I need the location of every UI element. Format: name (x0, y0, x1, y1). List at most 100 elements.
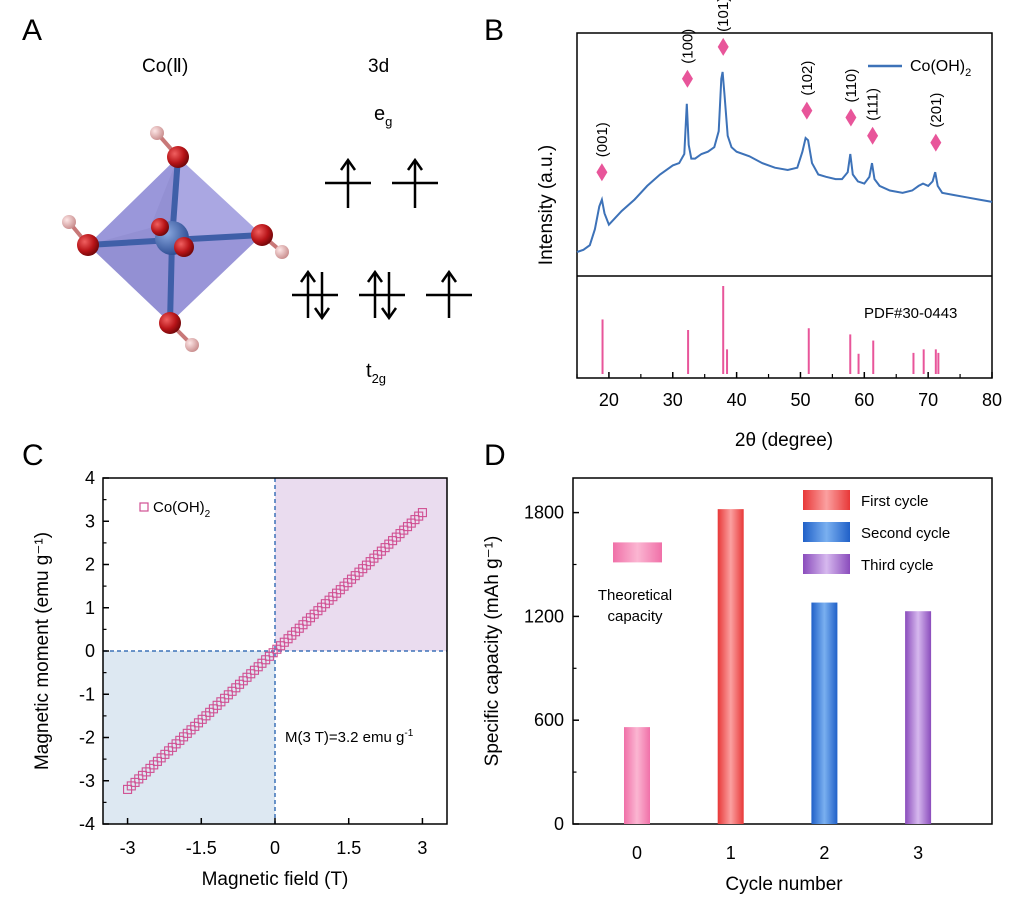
o-atom-back (151, 218, 169, 236)
capacity-bar-1 (717, 509, 744, 824)
xrd-legend-sub: 2 (965, 67, 971, 79)
capacity-x-tick-label-0: 0 (632, 843, 642, 863)
capacity-y-tick-label-1: 600 (534, 710, 564, 730)
t2g-electron-down-1-head (380, 307, 398, 321)
octa-face-back (88, 157, 178, 245)
magnetic-x-tick-label-1: -1.5 (186, 838, 217, 858)
magnetic-y-tick-label-3: -1 (79, 684, 95, 704)
o-atom-bottom (159, 312, 181, 334)
t2g-electron-up-1-head (366, 269, 384, 283)
eg-main: e (374, 103, 385, 125)
magnetic-y-tick-label-1: -3 (79, 771, 95, 791)
peak-marker-6 (930, 133, 942, 152)
magnetization-annotation: M(3 T)=3.2 emu g-1 (285, 728, 414, 746)
xrd-x-tick-label-5: 70 (918, 390, 938, 410)
capacity-bar-0 (624, 727, 650, 824)
magnetic-y-axis-label: Magnetic moment (emu g⁻¹) (32, 532, 53, 770)
panel-b-label: B (484, 14, 504, 47)
theoretical-label-line1: Theoretical (598, 587, 672, 604)
magnetic-y-tick-label-4: 0 (85, 641, 95, 661)
xrd-x-tick-label-3: 50 (790, 390, 810, 410)
capacity-ticks: 0 1 2 3 0 600 1200 1800 (524, 503, 923, 863)
octa-face-top-right (175, 157, 262, 240)
t2g-electron-2-head (440, 269, 458, 283)
peak-label-6: (201) (928, 93, 945, 128)
capacity-legend-label-0: First cycle (861, 493, 929, 510)
peak-label-0: (001) (594, 122, 611, 157)
panel-c-label: C (22, 439, 44, 472)
orbital-label: 3d (368, 56, 389, 77)
capacity-legend-swatch-2 (803, 554, 850, 574)
t2g-sub: 2g (372, 371, 386, 386)
capacity-legend-label-1: Second cycle (861, 525, 950, 542)
pdf-reference-label: PDF#30-0443 (864, 305, 957, 322)
xrd-x-tick-label-0: 20 (599, 390, 619, 410)
o-atom-top (167, 146, 189, 168)
xrd-x-tick-label-4: 60 (854, 390, 874, 410)
eg-electron-1-head (406, 157, 424, 171)
magnetic-x-axis-label: Magnetic field (T) (202, 869, 349, 890)
peak-marker-5 (867, 126, 879, 145)
magnetic-y-tick-label-5: 1 (85, 598, 95, 618)
theoretical-capacity-marker (613, 542, 662, 563)
magnetic-x-tick-label-0: -3 (120, 838, 136, 858)
xrd-peak-markers: (001) (100) (101) (102) (110) (111) (201) (594, 0, 945, 182)
magnetic-x-tick-label-2: 0 (270, 838, 280, 858)
h-atom-4 (185, 338, 199, 352)
capacity-legend-swatch-0 (803, 490, 850, 510)
panel-a-label: A (22, 14, 42, 47)
capacity-y-tick-label-0: 0 (554, 814, 564, 834)
t2g-electron-down-0-head (313, 307, 331, 321)
xrd-x-tick-label-2: 40 (727, 390, 747, 410)
co-oxidation-label: Co(Ⅱ) (142, 56, 188, 77)
magnetic-y-tick-label-6: 2 (85, 555, 95, 575)
peak-label-2: (101) (715, 0, 732, 32)
magnetic-y-tick-label-0: -4 (79, 814, 95, 834)
capacity-x-tick-label-2: 2 (819, 843, 829, 863)
t2g-label: t2g (366, 360, 386, 386)
t2g-electron-up-0-head (299, 269, 317, 283)
octahedron-molecule (62, 126, 289, 352)
eg-label: eg (374, 103, 392, 129)
magnetization-point-79 (417, 508, 427, 518)
magnetic-legend-sub: 2 (205, 509, 211, 520)
magnetic-ticks: -3 -1.5 0 1.5 3 -4 -3 -2 -1 0 1 2 3 4 (79, 468, 427, 858)
magnetization-points (123, 508, 427, 794)
t2g-main: t (366, 360, 372, 382)
capacity-x-tick-label-3: 3 (913, 843, 923, 863)
peak-marker-2 (717, 37, 729, 56)
h-atom-3 (275, 245, 289, 259)
capacity-bar-3 (905, 611, 932, 824)
capacity-bar-2 (811, 602, 838, 824)
panel-d-label: D (484, 439, 506, 472)
orbital-diagram (292, 157, 472, 321)
magnetic-legend-marker (139, 502, 149, 512)
capacity-legend-swatch-1 (803, 522, 850, 542)
octa-face-bottom-right (170, 235, 262, 323)
xrd-x-tick-label-1: 30 (663, 390, 683, 410)
capacity-bars (624, 509, 932, 824)
capacity-y-tick-label-2: 1200 (524, 606, 564, 626)
xrd-reference-lines (601, 286, 940, 374)
peak-marker-0 (596, 163, 608, 182)
magnetic-x-tick-label-3: 1.5 (336, 838, 361, 858)
peak-marker-3 (801, 101, 813, 120)
peak-label-3: (102) (799, 61, 816, 96)
eg-electron-0-head (339, 157, 357, 171)
eg-sub: g (385, 114, 392, 129)
annotation-main: M(3 T)=3.2 emu g (285, 729, 404, 746)
peak-label-5: (111) (865, 88, 882, 121)
magnetic-x-tick-label-4: 3 (417, 838, 427, 858)
h-atom-1 (150, 126, 164, 140)
capacity-legend: First cycle Second cycle Third cycle (803, 490, 950, 574)
peak-marker-4 (845, 108, 857, 127)
peak-label-4: (110) (843, 69, 860, 103)
h-atom-2 (62, 215, 76, 229)
magnetic-y-tick-label-7: 3 (85, 511, 95, 531)
capacity-legend-label-2: Third cycle (861, 557, 934, 574)
theoretical-label-line2: capacity (607, 608, 663, 625)
xrd-legend: Co(OH)2 (910, 58, 971, 79)
panel-b: B Intensity (a.u.) 2θ (degree) Co(OH)2 P… (484, 0, 1002, 451)
